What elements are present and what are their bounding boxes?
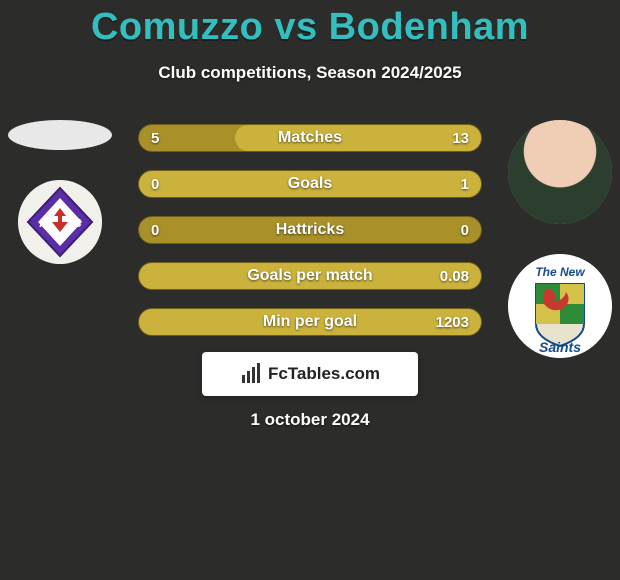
subtitle: Club competitions, Season 2024/2025 [0,63,620,83]
stat-left-value: 0 [151,222,159,239]
tns-badge-icon: The New Saints [508,254,612,358]
right-column: The New Saints [508,120,612,358]
svg-text:A: A [39,216,48,230]
left-column: A C [8,120,112,264]
comparison-card: Comuzzo vs Bodenham Club competitions, S… [0,0,620,580]
svg-text:C: C [73,216,82,230]
stat-bars: 5 13 Matches 0 1 Goals 0 0 Hattricks 0.08 Goals pe… [138,124,482,336]
stat-right-value: 1203 [436,314,469,331]
branding-text: FcTables.com [268,364,380,384]
player1-club-badge: A C [18,180,102,264]
fiorentina-badge-icon: A C [18,180,102,264]
chart-icon [240,363,262,385]
stat-label: Hattricks [276,221,344,239]
stat-label: Goals [288,175,332,193]
svg-text:Saints: Saints [539,339,581,355]
svg-text:The New: The New [535,265,585,279]
player1-avatar [8,120,112,150]
stat-bar: 0 1 Goals [138,170,482,198]
player2-club-badge: The New Saints [508,254,612,358]
stat-right-value: 1 [461,176,469,193]
stat-left-value: 5 [151,130,159,147]
stat-label: Min per goal [263,313,357,331]
stat-right-value: 13 [452,130,469,147]
branding-badge: FcTables.com [202,352,418,396]
stat-label: Matches [278,129,342,147]
stat-right-value: 0.08 [440,268,469,285]
stat-bar: 5 13 Matches [138,124,482,152]
page-title: Comuzzo vs Bodenham [0,0,620,49]
stat-bar: 1203 Min per goal [138,308,482,336]
stat-right-value: 0 [461,222,469,239]
footer-date: 1 october 2024 [0,410,620,430]
player2-avatar [508,120,612,224]
stat-bar: 0.08 Goals per match [138,262,482,290]
stat-bar-fill [235,125,481,151]
stat-bar: 0 0 Hattricks [138,216,482,244]
stat-label: Goals per match [247,267,372,285]
player-face-icon [508,120,612,224]
stat-left-value: 0 [151,176,159,193]
